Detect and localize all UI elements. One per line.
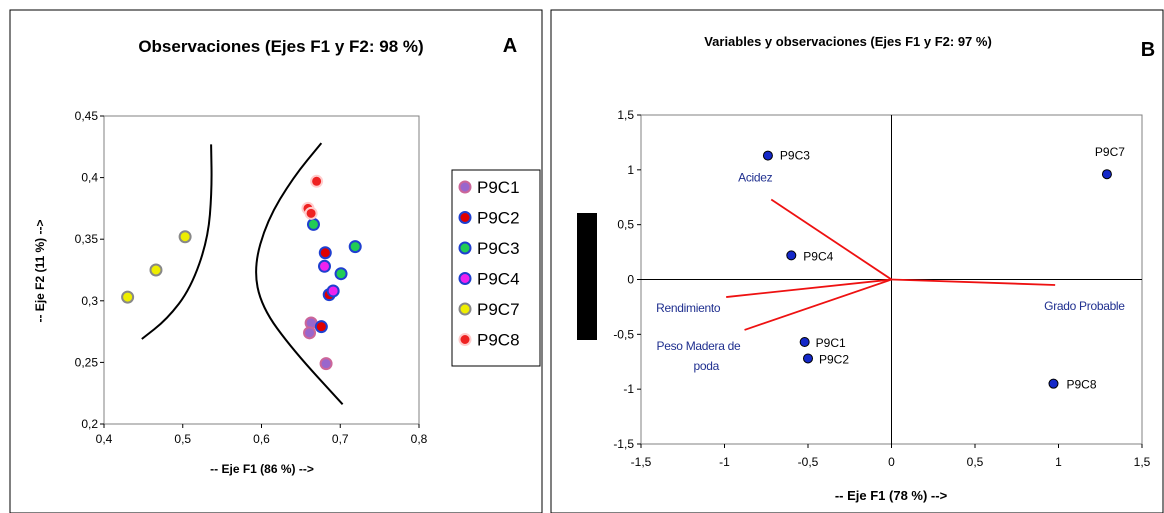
variable-label: Acidez <box>738 170 773 184</box>
panel-a-point-p9c7 <box>121 290 135 304</box>
legend-label-p9c1: P9C1 <box>477 178 520 197</box>
panel-a-boundary-curve <box>141 144 213 340</box>
panel-a-points <box>121 174 362 371</box>
legend-label-p9c3: P9C3 <box>477 239 520 258</box>
panel-a-label: A <box>503 35 517 57</box>
legend-marker-p9c2 <box>458 211 472 224</box>
panel-a-ytick-label: 0,2 <box>81 417 98 431</box>
panel-b-ytick-label: -0,5 <box>613 327 634 341</box>
panel-a-point-p9c1 <box>319 357 333 371</box>
panel-b-ytick-label: 0 <box>627 273 634 287</box>
panel-a-ytick-label: 0,4 <box>81 171 98 185</box>
panel-a-ytick-label: 0,25 <box>75 355 99 369</box>
panel-b-xtick-label: 1,5 <box>1134 455 1151 469</box>
panel-a-title: Observaciones (Ejes F1 y F2: 98 %) <box>138 37 423 56</box>
variable-vector <box>891 278 1056 286</box>
observation-label: P9C7 <box>1095 145 1125 159</box>
variable-label: poda <box>694 359 720 373</box>
panel-b-xlabel: -- Eje F1 (78 %) --> <box>835 488 948 503</box>
legend-marker-p9c3 <box>458 241 472 255</box>
redaction-block <box>577 213 597 340</box>
observation-label: P9C3 <box>780 149 810 163</box>
panel-b-xtick-label: 1 <box>1055 455 1062 469</box>
observation-point <box>1101 169 1112 180</box>
observation-label: P9C1 <box>816 336 846 350</box>
variable-vector <box>770 198 892 281</box>
observation-point <box>799 337 810 348</box>
panel-b-observations: P9C3 P9C4 P9C1 P9C2 P9C7 P9C8 <box>762 145 1125 392</box>
panel-b-frame <box>550 9 1164 513</box>
panel-a-point-p9c3 <box>306 217 320 231</box>
panel-b-ytick-label: 0,5 <box>617 218 634 232</box>
panel-a-xtick-label: 0,4 <box>96 432 113 446</box>
panel-a-ylabel: -- Eje F2 (11 %) --> <box>33 219 47 322</box>
legend-marker-p9c7 <box>458 302 472 316</box>
panel-a-ytick-label: 0,35 <box>75 232 99 246</box>
observation-label: P9C2 <box>819 352 849 366</box>
panel-a-frame <box>9 9 543 513</box>
legend-marker-p9c4 <box>458 272 472 285</box>
observation-label: P9C8 <box>1066 378 1096 392</box>
variable-vector <box>744 278 892 331</box>
panel-b-xtick-label: -0,5 <box>798 455 819 469</box>
panel-a-xtick-label: 0,5 <box>174 432 191 446</box>
panel-a-point-p9c1 <box>303 326 317 340</box>
panel-a-ytick-label: 0,45 <box>75 109 99 123</box>
panel-b-ytick-label: 1 <box>627 163 634 177</box>
panel-a-point-p9c7 <box>149 263 163 277</box>
panel-a-ytick-label: 0,3 <box>81 294 98 308</box>
variable-label: Rendimiento <box>656 301 721 315</box>
panel-b-ytick-label: 1,5 <box>617 108 634 122</box>
legend-label-p9c7: P9C7 <box>477 300 520 319</box>
panel-b-xtick-label: -1 <box>719 455 730 469</box>
observation-point <box>762 150 773 161</box>
legend-marker-p9c1 <box>458 180 472 194</box>
panel-a-boundary-curves <box>141 142 344 405</box>
panel-b-variable-vectors: Acidez Rendimiento Peso Madera de poda Grado… <box>656 170 1125 373</box>
panel-b-label: B <box>1141 39 1155 61</box>
panel-a-xtick-label: 0,8 <box>411 432 428 446</box>
variable-vector <box>726 278 892 298</box>
panel-a-point-p9c7 <box>178 230 192 244</box>
panel-a-point-p9c8 <box>304 206 318 220</box>
observation-point <box>1048 378 1059 389</box>
panel-a-xlabel: -- Eje F1 (86 %) --> <box>210 462 314 476</box>
panel-b-ytick-label: -1,5 <box>613 437 634 451</box>
panel-a-point-p9c8 <box>310 174 324 188</box>
panel-a-point-p9c4 <box>326 284 340 298</box>
panel-a-legend-entries: P9C1 P9C2 P9C3 P9C4 P9C7 P9C8 <box>458 178 520 350</box>
panel-a-point-p9c4 <box>318 259 331 273</box>
legend-marker-p9c8 <box>458 333 472 346</box>
panel-a-point-p9c3 <box>334 267 348 281</box>
observation-label: P9C4 <box>803 249 833 263</box>
legend-label-p9c8: P9C8 <box>477 331 520 350</box>
panel-a-xtick-label: 0,7 <box>332 432 349 446</box>
panel-b-xtick-label: 0,5 <box>967 455 984 469</box>
observation-point <box>803 353 813 364</box>
legend-label-p9c2: P9C2 <box>477 209 520 228</box>
variable-label: Peso Madera de <box>657 339 741 353</box>
panel-b-ytick-label: -1 <box>623 382 634 396</box>
panel-a-point-p9c2 <box>318 246 332 260</box>
panel-b-title: Variables y observaciones (Ejes F1 y F2:… <box>704 34 992 49</box>
panel-a-point-p9c3 <box>348 240 362 254</box>
observation-point <box>786 250 797 261</box>
panel-a-axes: 0,4 0,5 0,6 0,7 0,8 0,2 0,25 0,3 0,35 0,4 0,45 <box>75 109 428 446</box>
panel-a-point-p9c2 <box>314 320 328 334</box>
panel-b-xtick-label: 0 <box>888 455 895 469</box>
panel-b-xtick-label: -1,5 <box>631 455 652 469</box>
variable-label: Grado Probable <box>1044 299 1125 313</box>
panel-b-axes: -1,5 -1 -0,5 0 0,5 1 1,5 -1,5 -1 -0,5 0 0,5 1 1,5 <box>613 108 1150 469</box>
legend-label-p9c4: P9C4 <box>477 270 520 289</box>
panel-a-boundary-curve <box>255 142 344 405</box>
panel-a-xtick-label: 0,6 <box>253 432 270 446</box>
